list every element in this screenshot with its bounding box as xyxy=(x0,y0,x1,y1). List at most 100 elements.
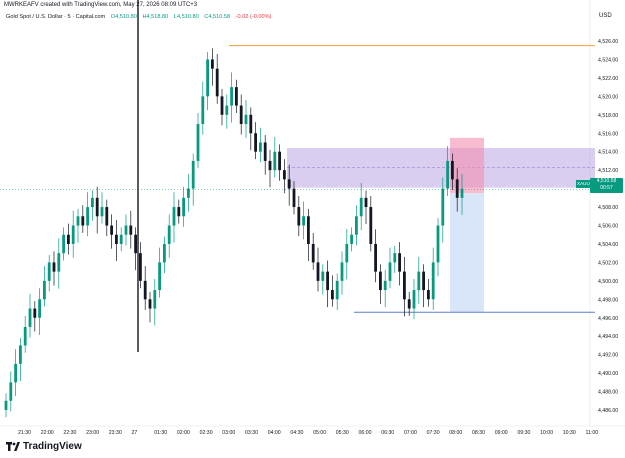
candle-body xyxy=(455,179,459,198)
ohlc-low: L4,510.80 xyxy=(173,14,199,20)
candle-body xyxy=(52,262,56,272)
candle-body xyxy=(43,280,46,300)
candle-body xyxy=(417,271,421,291)
candle-body xyxy=(105,207,109,226)
candle-body xyxy=(9,382,13,401)
ohlc-open: O4,510.80 xyxy=(110,14,137,20)
candle-body xyxy=(316,262,320,281)
candle-body xyxy=(86,207,89,226)
symbol-name[interactable]: Gold Spot / U.S. Dollar · 5 · Capital.co… xyxy=(6,14,106,20)
time-tick-label: 11:00 xyxy=(586,430,599,436)
time-tick-label: 07:30 xyxy=(427,430,440,436)
time-tick-label: 03:30 xyxy=(245,430,258,436)
candle-body xyxy=(388,262,392,281)
candle-body xyxy=(81,216,85,226)
candle-body xyxy=(115,234,118,244)
time-tick-label: 10:00 xyxy=(540,430,553,436)
candle-body xyxy=(364,197,368,208)
candle-body xyxy=(268,160,272,171)
candle-body xyxy=(167,225,171,244)
time-tick-label: 03:00 xyxy=(222,430,235,436)
candle-body xyxy=(302,216,305,226)
candle-body xyxy=(139,253,142,281)
time-tick-label: 06:30 xyxy=(381,430,394,436)
ohlc-high: H4,518.80 xyxy=(142,14,169,20)
price-tick-label: 4,492.00 xyxy=(598,353,618,359)
candle-body xyxy=(235,87,238,106)
candle-body xyxy=(273,151,277,171)
candle-body xyxy=(47,262,51,281)
candle-body xyxy=(163,243,166,263)
time-tick-label: 08:00 xyxy=(449,430,462,436)
candle-body xyxy=(331,290,334,300)
currency-label: USD xyxy=(599,13,612,19)
candle-body xyxy=(76,216,80,226)
candle-body xyxy=(33,308,37,318)
time-tick-label: 04:00 xyxy=(268,430,281,436)
candle-body xyxy=(393,253,397,263)
candle-body xyxy=(57,253,61,272)
candle-body xyxy=(158,262,161,291)
candle-body xyxy=(134,234,137,254)
stop-loss-box xyxy=(450,137,484,194)
candle-body xyxy=(215,68,219,97)
candle-body xyxy=(451,160,454,180)
candle-body xyxy=(359,197,363,217)
price-tick-label: 4,488.00 xyxy=(598,390,618,396)
candle-body xyxy=(374,243,377,272)
price-tick-label: 4,502.00 xyxy=(598,260,618,266)
time-tick-label: 09:30 xyxy=(517,430,530,436)
symbol-price-tag: XAUUSD xyxy=(576,180,598,188)
price-tick-label: 4,500.00 xyxy=(598,279,618,285)
candle-body xyxy=(129,225,133,235)
candle-body xyxy=(460,188,464,198)
price-tick-label: 4,520.00 xyxy=(598,94,618,100)
candle-body xyxy=(427,290,430,300)
candle-body xyxy=(321,271,325,281)
candle-body xyxy=(326,271,329,291)
candle-body xyxy=(283,170,286,180)
candle-body xyxy=(263,142,267,161)
price-tick-label: 4,526.00 xyxy=(598,39,618,45)
candle-body xyxy=(38,299,41,318)
time-tick-label: 22:00 xyxy=(41,430,54,436)
candle-body xyxy=(110,225,113,235)
time-tick-label: 27 xyxy=(132,430,138,436)
candle-body xyxy=(153,290,157,309)
candle-body xyxy=(403,271,406,300)
chart-credit: MWRKEAFV created with TradingView.com, M… xyxy=(4,2,198,8)
price-tick-label: 4,512.00 xyxy=(598,168,618,174)
candle-body xyxy=(379,271,382,291)
candle-body xyxy=(220,96,224,115)
supply-zone xyxy=(287,148,595,188)
last-price-value: 4,510.58 xyxy=(596,178,617,184)
candle-body xyxy=(62,234,65,254)
candle-body xyxy=(307,216,310,244)
ohlc-change: -0.02 (-0.00%) xyxy=(235,14,272,20)
candle-body xyxy=(446,160,449,189)
take-profit-box xyxy=(450,193,484,313)
candle-body xyxy=(436,225,440,263)
last-price-countdown: 00:57 xyxy=(600,185,613,191)
candle-body xyxy=(172,207,176,226)
tradingview-logo-icon xyxy=(6,442,20,451)
candle-body xyxy=(177,207,181,217)
time-tick-label: 02:00 xyxy=(177,430,190,436)
candle-body xyxy=(230,87,233,106)
candle-body xyxy=(287,179,291,189)
candle-body xyxy=(4,400,8,410)
price-tick-label: 4,524.00 xyxy=(598,57,618,63)
candlestick-chart[interactable]: 4,526.00 4,524.00 4,522.00 4,520.00 4,518.00… xyxy=(0,0,625,438)
candle-body xyxy=(91,197,94,208)
time-tick-label: 09:00 xyxy=(495,430,508,436)
price-tick-label: 4,514.00 xyxy=(598,150,618,156)
candle-body xyxy=(398,253,401,272)
candle-body xyxy=(355,216,358,235)
time-tick-label: 06:00 xyxy=(359,430,372,436)
candle-body xyxy=(14,363,17,383)
tradingview-logo[interactable]: TradingView xyxy=(6,441,82,452)
time-tick-label: 07:00 xyxy=(404,430,417,436)
price-tick-label: 4,498.00 xyxy=(598,297,618,303)
time-tick-label: 05:00 xyxy=(313,430,326,436)
candle-body xyxy=(239,105,243,125)
